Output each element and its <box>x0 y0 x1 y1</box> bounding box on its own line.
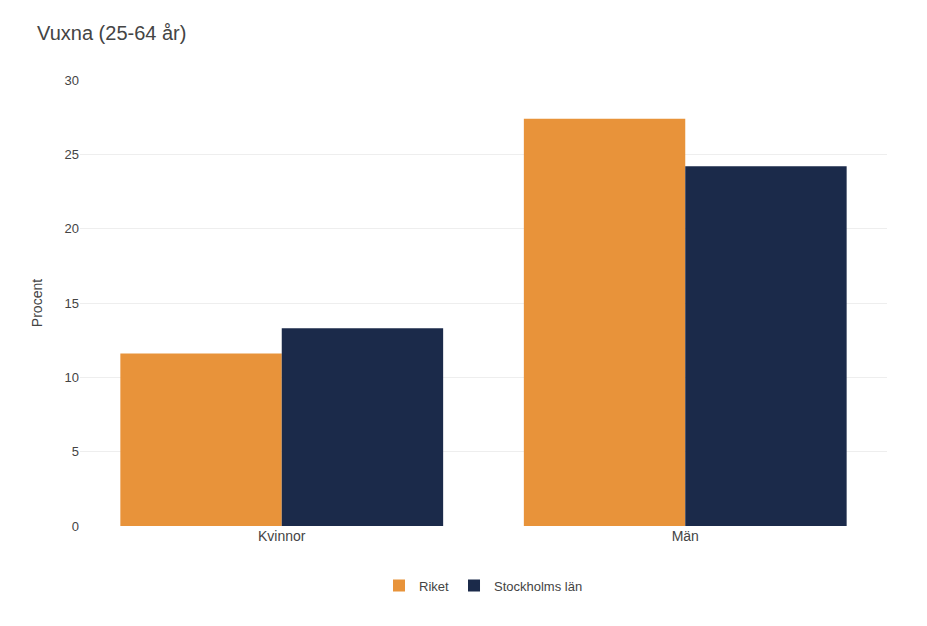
svg-text:Vuxna (25-64 år): Vuxna (25-64 år) <box>37 22 186 44</box>
svg-text:Stockholms län: Stockholms län <box>494 579 582 594</box>
svg-text:Män: Män <box>672 528 699 544</box>
svg-text:5: 5 <box>72 444 79 459</box>
svg-text:Riket: Riket <box>419 579 449 594</box>
svg-text:30: 30 <box>65 73 79 88</box>
svg-text:Procent: Procent <box>29 279 45 327</box>
svg-text:20: 20 <box>65 221 79 236</box>
svg-text:0: 0 <box>72 519 79 534</box>
svg-text:25: 25 <box>65 147 79 162</box>
svg-text:Kvinnor: Kvinnor <box>258 528 306 544</box>
svg-text:10: 10 <box>65 370 79 385</box>
svg-text:15: 15 <box>65 296 79 311</box>
